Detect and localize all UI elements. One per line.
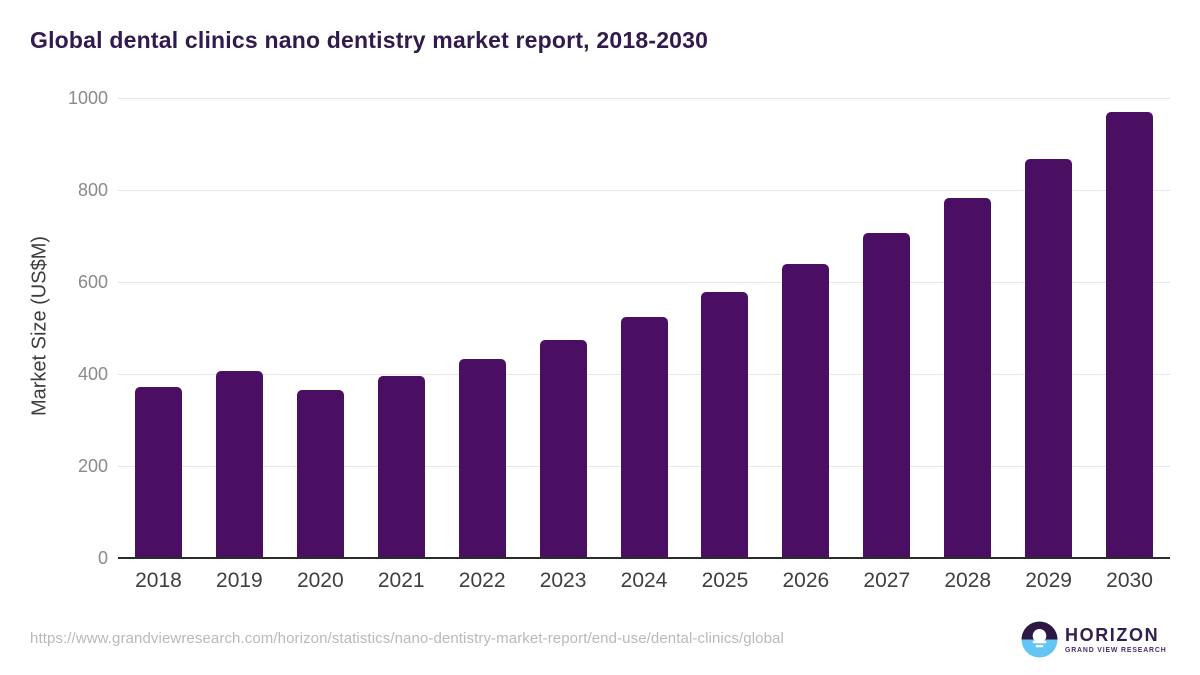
x-tick-label-2019: 2019 xyxy=(216,569,263,592)
x-tick-label-2020: 2020 xyxy=(296,569,344,592)
bar-2022 xyxy=(458,359,506,558)
gridline-800 xyxy=(118,189,1170,191)
x-tick-label-2024: 2024 xyxy=(620,569,668,592)
bar-2025 xyxy=(701,292,749,558)
y-tick-label-600: 600 xyxy=(77,272,108,292)
x-tick-label-2027: 2027 xyxy=(863,569,911,592)
x-axis-line xyxy=(118,557,1170,559)
x-tick-label-2030: 2030 xyxy=(1106,569,1153,592)
y-tick-label-400: 400 xyxy=(77,364,108,384)
bar-2029 xyxy=(1025,158,1073,558)
bar-2023 xyxy=(539,339,587,558)
x-tick-label-2029: 2029 xyxy=(1025,569,1072,592)
gridline-600 xyxy=(118,281,1170,283)
bar-2027 xyxy=(863,232,911,558)
y-tick-label-200: 200 xyxy=(77,456,108,476)
horizon-sun-icon xyxy=(1021,621,1058,658)
logo-title: HORIZON xyxy=(1065,624,1160,645)
bar-2028 xyxy=(944,197,992,558)
x-tick-label-2026: 2026 xyxy=(782,569,830,592)
y-tick-label-1000: 1000 xyxy=(67,88,108,108)
source-url: https://www.grandviewresearch.com/horizo… xyxy=(30,630,784,647)
bar-2030 xyxy=(1106,111,1154,558)
x-tick-label-2021: 2021 xyxy=(377,569,425,592)
plot-area: 0 200 400 600 800 1000 2018 2019 2020 2021 2022 20… xyxy=(68,88,1170,592)
logo-text: HORIZON GRAND VIEW RESEARCH xyxy=(1065,626,1167,654)
bar-2021 xyxy=(377,376,425,558)
bar-2026 xyxy=(782,263,830,558)
bar-2020 xyxy=(296,390,344,558)
bar-2019 xyxy=(215,371,263,558)
x-tick-label-2025: 2025 xyxy=(701,569,749,592)
horizon-logo: HORIZON GRAND VIEW RESEARCH xyxy=(1021,621,1167,658)
gridline-1000 xyxy=(118,97,1170,99)
x-tick-label-2023: 2023 xyxy=(539,569,587,592)
x-tick-label-2028: 2028 xyxy=(944,569,992,592)
bar-2024 xyxy=(620,317,668,558)
x-tick-label-2018: 2018 xyxy=(135,569,182,592)
y-tick-label-0: 0 xyxy=(97,548,108,568)
page-title: Global dental clinics nano dentistry mar… xyxy=(30,27,709,53)
y-axis-title: Market Size (US$M) xyxy=(28,235,51,417)
bar-2018 xyxy=(134,387,182,558)
y-tick-label-800: 800 xyxy=(77,180,108,200)
x-tick-label-2022: 2022 xyxy=(458,569,506,592)
logo-subtitle: GRAND VIEW RESEARCH xyxy=(1065,646,1167,654)
